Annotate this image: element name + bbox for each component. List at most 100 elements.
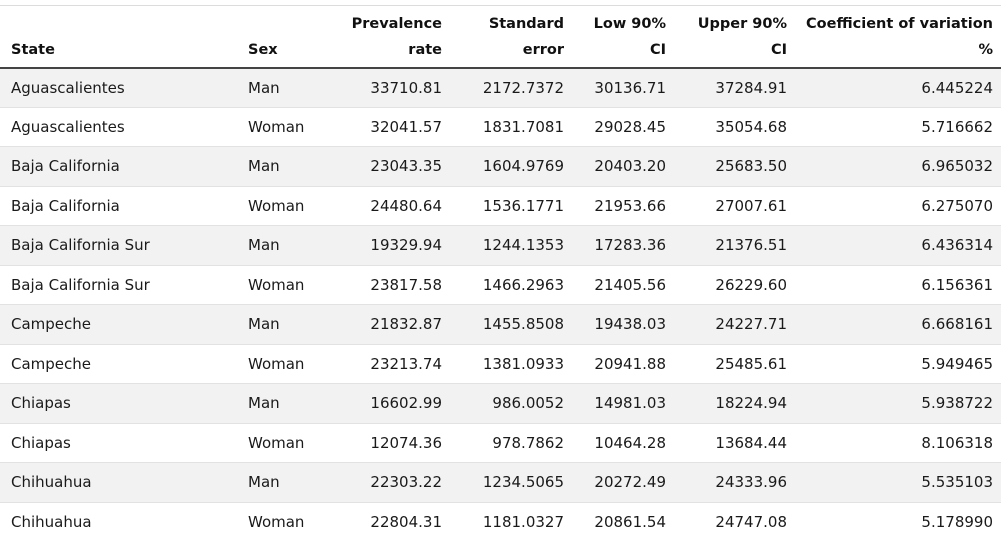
header-row: State Sex Prevalence rate Standard error… [0,5,1001,69]
cell-sex: Man [240,146,320,186]
cell-coefficient-of-variation: 6.965032 [795,146,1001,186]
cell-upper-ci: 18224.94 [674,383,795,423]
cell-sex: Woman [240,422,320,463]
table-row: Baja California Man 23043.35 1604.9769 20403… [0,146,1001,186]
cell-standard-error: 1831.7081 [450,106,572,147]
cell-prevalence-rate: 22804.31 [320,501,450,542]
table-row: Chihuahua Man 22303.22 1234.5065 20272.49 243… [0,462,1001,502]
cell-state: Baja California Sur [0,264,240,305]
cell-state: Aguascalientes [0,106,240,147]
cell-sex: Woman [240,501,320,542]
cell-sex: Man [240,67,320,107]
cell-coefficient-of-variation: 5.535103 [795,462,1001,502]
cell-upper-ci: 24227.71 [674,304,795,344]
cell-prevalence-rate: 33710.81 [320,67,450,107]
cell-standard-error: 986.0052 [450,383,572,423]
cell-state: Chiapas [0,422,240,463]
header-prevalence-rate[interactable]: Prevalence rate [320,5,450,69]
cell-coefficient-of-variation: 6.668161 [795,304,1001,344]
cell-low-ci: 14981.03 [572,383,674,423]
table-row: Chihuahua Woman 22804.31 1181.0327 20861.54 2… [0,501,1001,542]
cell-low-ci: 20403.20 [572,146,674,186]
cell-standard-error: 1536.1771 [450,185,572,226]
cell-coefficient-of-variation: 5.938722 [795,383,1001,423]
cell-upper-ci: 21376.51 [674,225,795,265]
cell-coefficient-of-variation: 5.178990 [795,501,1001,542]
cell-state: Chihuahua [0,462,240,502]
header-upper-ci[interactable]: Upper 90% CI [674,5,795,69]
cell-upper-ci: 27007.61 [674,185,795,226]
cell-low-ci: 10464.28 [572,422,674,463]
table-row: Chiapas Woman 12074.36 978.7862 10464.28 1368… [0,422,1001,463]
table-row: Aguascalientes Man 33710.81 2172.7372 30136.… [0,67,1001,107]
table-row: Chiapas Man 16602.99 986.0052 14981.03 18224.… [0,383,1001,423]
cell-standard-error: 978.7862 [450,422,572,463]
cell-standard-error: 1244.1353 [450,225,572,265]
cell-upper-ci: 37284.91 [674,67,795,107]
prevalence-table: State Sex Prevalence rate Standard error… [0,5,1001,542]
table-row: Baja California Woman 24480.64 1536.1771 219… [0,185,1001,226]
cell-sex: Woman [240,343,320,384]
table-body: Aguascalientes Man 33710.81 2172.7372 30136.… [0,67,1001,542]
cell-state: Baja California [0,146,240,186]
cell-coefficient-of-variation: 8.106318 [795,422,1001,463]
table-row: Baja California Sur Woman 23817.58 1466.296… [0,264,1001,305]
cell-state: Campeche [0,304,240,344]
cell-sex: Woman [240,264,320,305]
cell-coefficient-of-variation: 6.436314 [795,225,1001,265]
cell-low-ci: 19438.03 [572,304,674,344]
cell-prevalence-rate: 32041.57 [320,106,450,147]
cell-standard-error: 1604.9769 [450,146,572,186]
cell-low-ci: 20941.88 [572,343,674,384]
cell-coefficient-of-variation: 6.156361 [795,264,1001,305]
cell-low-ci: 20861.54 [572,501,674,542]
cell-prevalence-rate: 16602.99 [320,383,450,423]
header-coefficient-of-variation[interactable]: Coefficient of variation % [795,5,1001,69]
header-low-ci[interactable]: Low 90% CI [572,5,674,69]
cell-upper-ci: 24333.96 [674,462,795,502]
cell-coefficient-of-variation: 6.275070 [795,185,1001,226]
cell-upper-ci: 24747.08 [674,501,795,542]
cell-coefficient-of-variation: 5.949465 [795,343,1001,384]
cell-standard-error: 2172.7372 [450,67,572,107]
cell-standard-error: 1466.2963 [450,264,572,305]
table-row: Baja California Sur Man 19329.94 1244.1353 1… [0,225,1001,265]
cell-standard-error: 1234.5065 [450,462,572,502]
cell-upper-ci: 25485.61 [674,343,795,384]
cell-low-ci: 17283.36 [572,225,674,265]
cell-prevalence-rate: 23213.74 [320,343,450,384]
cell-prevalence-rate: 22303.22 [320,462,450,502]
cell-state: Baja California [0,185,240,226]
cell-sex: Man [240,225,320,265]
cell-low-ci: 29028.45 [572,106,674,147]
cell-standard-error: 1181.0327 [450,501,572,542]
cell-upper-ci: 25683.50 [674,146,795,186]
cell-sex: Man [240,462,320,502]
cell-state: Chihuahua [0,501,240,542]
cell-state: Campeche [0,343,240,384]
cell-upper-ci: 35054.68 [674,106,795,147]
cell-sex: Man [240,383,320,423]
cell-prevalence-rate: 23043.35 [320,146,450,186]
cell-low-ci: 30136.71 [572,67,674,107]
header-state[interactable]: State [0,5,240,69]
cell-sex: Woman [240,185,320,226]
cell-upper-ci: 26229.60 [674,264,795,305]
table-header: State Sex Prevalence rate Standard error… [0,5,1001,69]
cell-prevalence-rate: 21832.87 [320,304,450,344]
cell-sex: Man [240,304,320,344]
header-sex[interactable]: Sex [240,5,320,69]
cell-coefficient-of-variation: 5.716662 [795,106,1001,147]
table-row: Campeche Man 21832.87 1455.8508 19438.03 2422… [0,304,1001,344]
cell-prevalence-rate: 19329.94 [320,225,450,265]
cell-prevalence-rate: 12074.36 [320,422,450,463]
cell-prevalence-rate: 24480.64 [320,185,450,226]
cell-state: Chiapas [0,383,240,423]
cell-sex: Woman [240,106,320,147]
cell-low-ci: 20272.49 [572,462,674,502]
cell-prevalence-rate: 23817.58 [320,264,450,305]
cell-standard-error: 1381.0933 [450,343,572,384]
header-standard-error[interactable]: Standard error [450,5,572,69]
cell-standard-error: 1455.8508 [450,304,572,344]
